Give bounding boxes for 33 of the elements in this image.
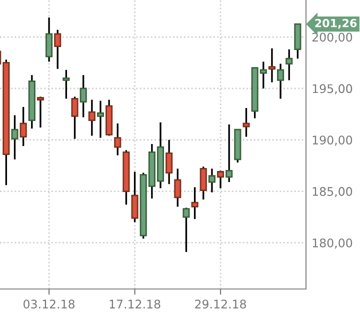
y-tick-label: 180,00 (312, 238, 352, 249)
candlestick (131, 170, 138, 223)
candlestick (46, 16, 53, 63)
candlestick (20, 106, 27, 147)
text: 201,26 (315, 18, 357, 29)
candlestick (62, 69, 70, 100)
y-tick-label: 190,00 (312, 136, 352, 146)
candlestick (54, 28, 62, 70)
y-tick-label: 200,00 (312, 32, 352, 43)
candlestick (242, 107, 250, 138)
candlestick (11, 114, 18, 160)
candlestick (268, 48, 276, 84)
candlestick (80, 74, 87, 118)
candlestick (166, 139, 173, 185)
candlestick (71, 96, 78, 140)
x-tick-label: 17.12.18 (110, 300, 160, 309)
candlestick (286, 48, 293, 82)
candlestick (208, 168, 216, 194)
x-tick-label: 29.12.18 (195, 300, 246, 309)
candlestick (88, 98, 96, 137)
candlestick (226, 124, 233, 183)
candlestick (182, 206, 190, 253)
y-tick-label: 185,00 (312, 187, 352, 198)
candlestick (191, 186, 198, 220)
candlestick (174, 168, 182, 208)
x-tick-label: 03.12.18 (24, 300, 75, 309)
y-tick-label: 195,00 (312, 84, 352, 94)
candlestick (277, 62, 284, 100)
candlestick (200, 166, 207, 200)
candlestick (36, 96, 44, 128)
candlestick (114, 122, 122, 156)
candlestick (216, 170, 224, 190)
candlestick (96, 100, 104, 139)
